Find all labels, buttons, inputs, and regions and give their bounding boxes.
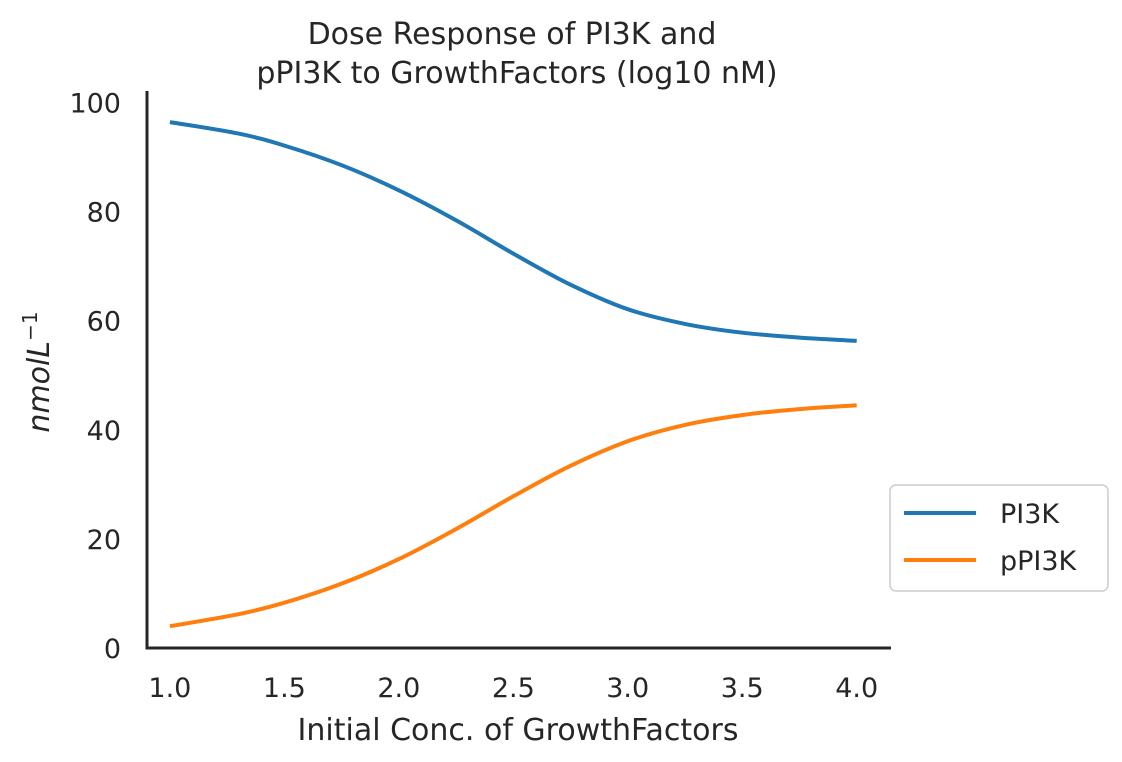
y-axis-label: nmolL−1: [18, 311, 57, 432]
x-tick-label: 1.5: [263, 673, 306, 704]
y-tick-label: 80: [87, 198, 121, 229]
legend-label-ppi3k: pPI3K: [1000, 546, 1078, 577]
y-tick-label: 20: [87, 525, 121, 556]
x-tick-label: 3.5: [721, 673, 764, 704]
y-tick-labels: 0 20 40 60 80 100: [69, 89, 121, 666]
y-axis-label-main: nmolL: [22, 341, 57, 433]
chart-title-line-2: pPI3K to GrowthFactors (log10 nM): [256, 56, 777, 91]
x-tick-label: 1.0: [148, 673, 191, 704]
svg-text:nmolL−1: nmolL−1: [18, 311, 57, 432]
x-tick-label: 3.0: [606, 673, 649, 704]
plot-area: [169, 120, 857, 629]
x-tick-label: 2.0: [377, 673, 420, 704]
x-tick-labels: 1.0 1.5 2.0 2.5 3.0 3.5 4.0: [148, 673, 878, 704]
x-tick-label: 2.5: [492, 673, 535, 704]
chart-title-line-1: Dose Response of PI3K and: [308, 17, 717, 52]
axes: [145, 91, 891, 650]
x-axis-label: Initial Conc. of GrowthFactors: [298, 713, 739, 748]
series-line-pi3k: [169, 120, 857, 343]
legend: PI3K pPI3K: [889, 484, 1109, 592]
y-tick-label: 60: [87, 307, 121, 338]
y-tick-label: 100: [69, 89, 121, 120]
y-axis-label-exponent: −1: [18, 311, 42, 340]
y-tick-label: 0: [104, 634, 121, 665]
legend-label-pi3k: PI3K: [1000, 499, 1060, 530]
chart-title: Dose Response of PI3K and pPI3K to Growt…: [256, 17, 777, 91]
y-tick-label: 40: [87, 416, 121, 447]
series-line-ppi3k: [169, 403, 857, 629]
x-tick-label: 4.0: [835, 673, 878, 704]
